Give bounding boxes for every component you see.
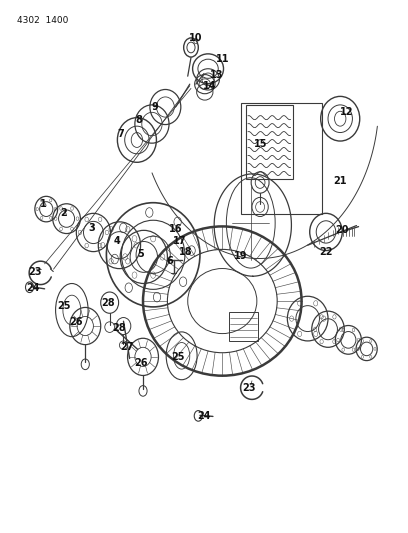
Text: 8: 8 [135, 115, 142, 125]
Text: 11: 11 [215, 54, 229, 64]
Text: 2: 2 [60, 208, 67, 219]
Text: 23: 23 [29, 267, 42, 277]
Text: 1: 1 [40, 199, 47, 209]
Text: 15: 15 [254, 139, 268, 149]
Text: 26: 26 [134, 358, 148, 368]
Text: 7: 7 [117, 128, 124, 139]
Text: 25: 25 [57, 301, 71, 311]
Text: 27: 27 [120, 342, 133, 352]
Text: 4302  1400: 4302 1400 [17, 15, 68, 25]
Text: 6: 6 [166, 256, 173, 266]
Text: 24: 24 [197, 411, 211, 422]
Text: 20: 20 [335, 225, 349, 236]
Bar [246, 106, 293, 179]
Text: 13: 13 [209, 70, 223, 80]
Text: 17: 17 [173, 236, 186, 246]
Text: 14: 14 [203, 81, 217, 91]
Text: 18: 18 [179, 247, 193, 256]
Text: 25: 25 [171, 352, 184, 362]
Text: 5: 5 [137, 249, 144, 259]
Text: 3: 3 [89, 223, 95, 233]
Text: 26: 26 [69, 317, 83, 327]
Text: 24: 24 [27, 283, 40, 293]
Text: 22: 22 [319, 247, 333, 256]
Text: 28: 28 [112, 322, 125, 333]
Text: 23: 23 [242, 383, 255, 393]
Text: 21: 21 [333, 176, 347, 187]
Text: 4: 4 [113, 236, 120, 246]
Bar [241, 103, 322, 214]
Text: 28: 28 [102, 297, 115, 308]
Text: 12: 12 [339, 107, 353, 117]
Bar [229, 312, 259, 341]
Text: 9: 9 [151, 102, 158, 112]
Text: 10: 10 [189, 33, 203, 43]
Text: 16: 16 [169, 224, 182, 235]
Text: 19: 19 [234, 251, 247, 261]
